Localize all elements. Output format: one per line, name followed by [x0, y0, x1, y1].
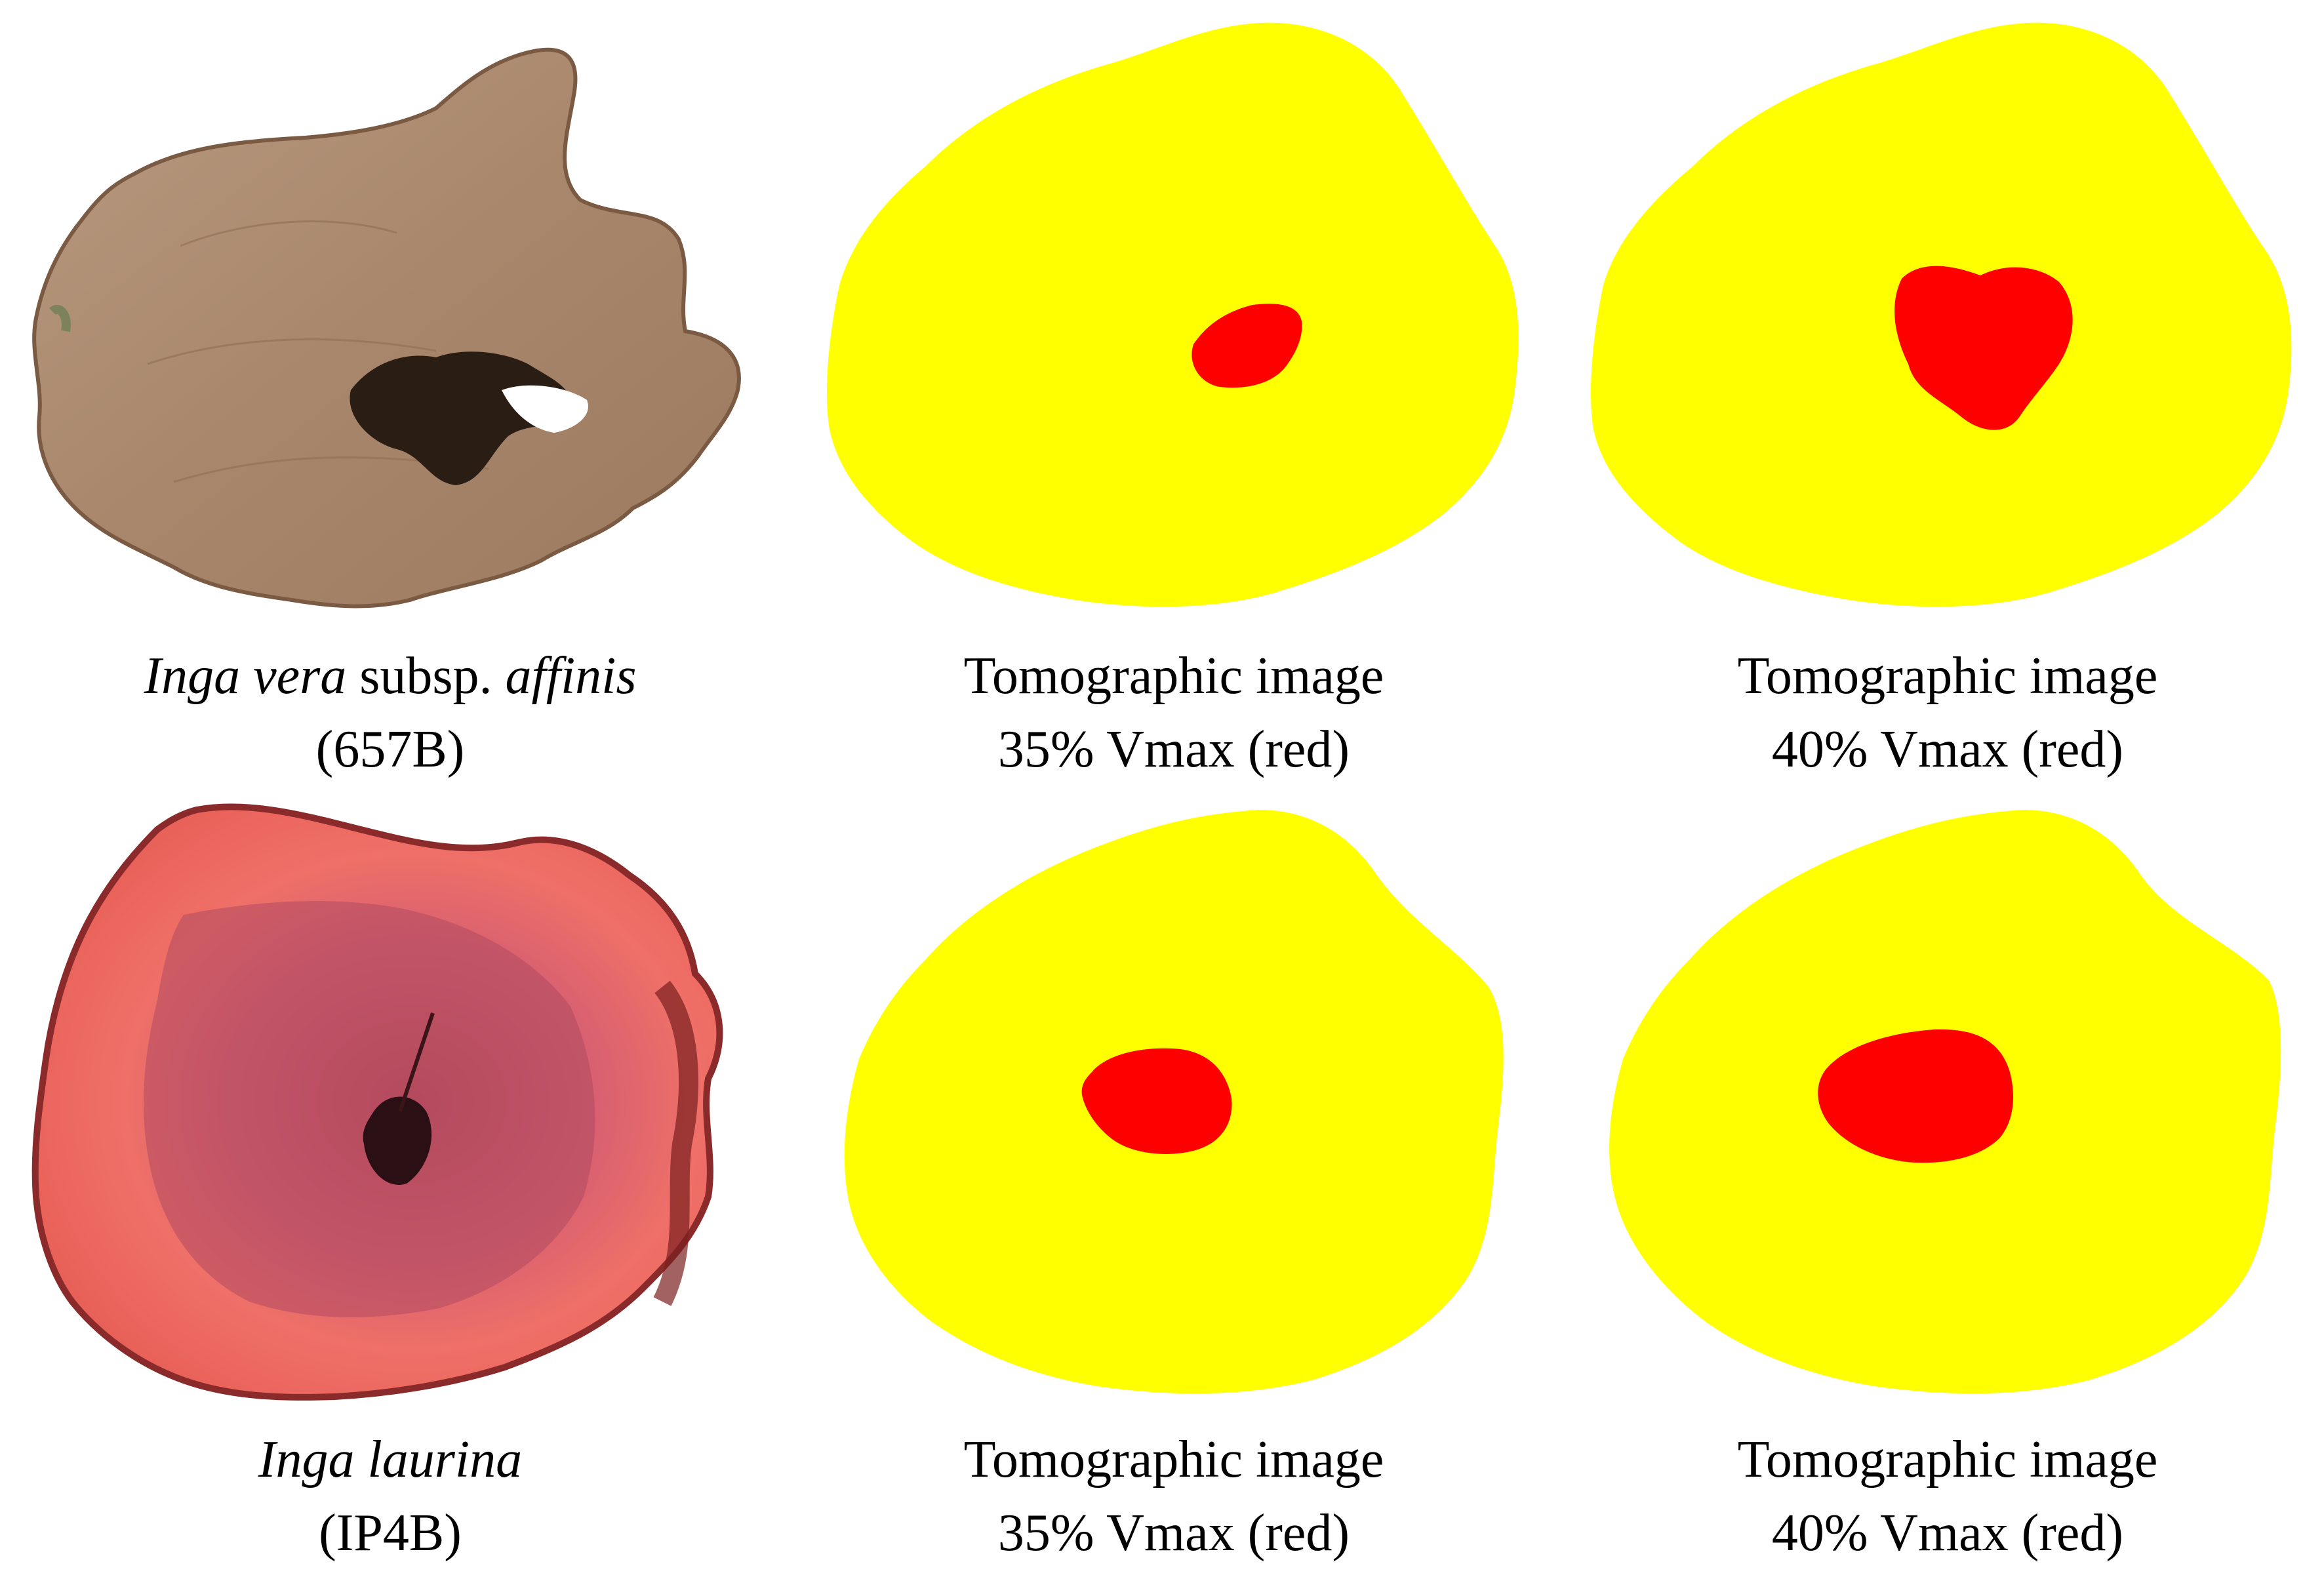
- caption-line1: Tomographic image: [963, 647, 1384, 705]
- tomogram-ip4b-35: [839, 810, 1508, 1397]
- caption-tomogram-ip4b-40: Tomographic image 40% Vmax (red): [1587, 1423, 2308, 1570]
- species-name: Inga laurina: [258, 1431, 523, 1488]
- decay-region: [1894, 266, 2073, 430]
- caption-line1: Tomographic image: [1737, 1431, 2158, 1488]
- decay-region: [1192, 304, 1302, 388]
- wood-photo-657b: [30, 23, 751, 616]
- caption-photo-ip4b: Inga laurina (IP4B): [30, 1423, 751, 1570]
- wood-photo-ip4b: [31, 803, 754, 1401]
- caption-line1: Tomographic image: [963, 1431, 1384, 1488]
- caption-photo-657b: Inga vera subsp. affinis (657B): [30, 639, 751, 786]
- caption-line1: Tomographic image: [1737, 647, 2158, 705]
- caption-tomogram-ip4b-35: Tomographic image 35% Vmax (red): [813, 1423, 1534, 1570]
- tomogram-657b-40: [1587, 22, 2295, 610]
- caption-tomogram-657b-40: Tomographic image 40% Vmax (red): [1587, 639, 2308, 786]
- decay-region: [1081, 1048, 1232, 1154]
- caption-line2: 40% Vmax (red): [1771, 1504, 2124, 1562]
- decay-region: [1818, 1029, 2013, 1163]
- tomogram-657b-35: [826, 22, 1521, 610]
- sample-id: (IP4B): [319, 1504, 462, 1562]
- wood-cross-section-photo-red: [31, 803, 723, 1401]
- caption-line2: 35% Vmax (red): [997, 721, 1350, 778]
- wood-cross-section-photo-brown: [32, 47, 741, 609]
- sample-id: (657B): [315, 721, 465, 778]
- caption-line2: 40% Vmax (red): [1771, 721, 2124, 778]
- tomogram-ip4b-40: [1600, 810, 2285, 1397]
- caption-line2: 35% Vmax (red): [997, 1504, 1350, 1562]
- caption-tomogram-657b-35: Tomographic image 35% Vmax (red): [813, 639, 1534, 786]
- sound-wood-region: [826, 22, 1519, 607]
- species-name: Inga vera subsp. affinis: [144, 647, 637, 705]
